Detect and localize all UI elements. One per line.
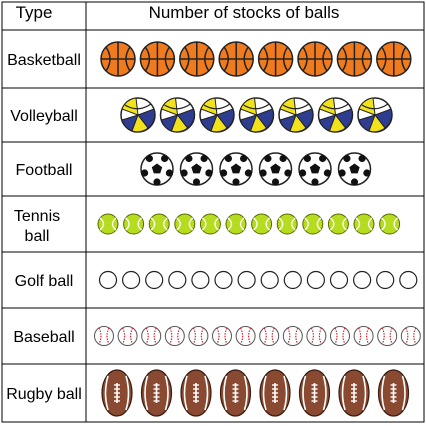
row-label: Baseball (13, 329, 74, 346)
rugby-ball-icon (180, 369, 212, 417)
baseball-icon (188, 326, 209, 346)
baseball-icon (400, 326, 421, 346)
tennis-ball-icon (276, 213, 298, 235)
row-label: Volleyball (10, 108, 78, 125)
baseball-icon (377, 326, 398, 346)
basketball-icon (336, 41, 373, 77)
baseball-icon (141, 326, 162, 346)
golf-ball-icon (98, 270, 118, 290)
tennis-ball-icon (327, 213, 349, 235)
rugby-ball-icon (298, 369, 331, 417)
football-icon (258, 152, 293, 186)
rugby-ball-icon (259, 369, 291, 417)
tennis-ball-icon (148, 213, 170, 235)
baseball-icon (282, 326, 303, 346)
volleyball-icon (238, 97, 275, 133)
table-row: Baseball (13, 326, 421, 346)
baseball-icon (259, 326, 280, 346)
golf-ball-icon (399, 270, 418, 290)
table-row: Rugby ball (6, 369, 410, 417)
volleyball-icon (199, 97, 235, 133)
baseball-icon (330, 326, 350, 346)
golf-ball-icon (237, 270, 256, 290)
basketball-icon (100, 41, 136, 77)
baseball-icon (353, 326, 374, 346)
baseball-icon (117, 326, 138, 346)
tennis-ball-icon (353, 213, 375, 235)
baseball-icon (212, 326, 232, 346)
basketball-icon (257, 41, 294, 77)
row-label: Rugby ball (6, 386, 82, 403)
baseball-icon (306, 326, 327, 346)
tennis-ball-icon (379, 213, 401, 235)
rugby-ball-icon (219, 369, 252, 417)
football-icon (219, 152, 253, 186)
golf-ball-icon (260, 270, 279, 290)
baseball-icon (94, 326, 114, 346)
tennis-ball-icon (97, 213, 119, 235)
rugby-ball-icon (140, 369, 173, 417)
volleyball-icon (278, 97, 314, 133)
row-label: Golf ball (15, 273, 74, 290)
row-label: Football (16, 162, 73, 179)
football-icon (140, 152, 174, 186)
tennis-ball-icon (251, 213, 273, 235)
basketball-icon (139, 41, 176, 77)
volleyball-icon (357, 97, 393, 133)
table-row: Volleyball (10, 97, 393, 133)
rugby-ball-icon (338, 369, 370, 417)
golf-ball-icon (329, 270, 349, 290)
golf-ball-icon (168, 270, 187, 290)
tennis-ball-icon (174, 213, 196, 235)
volleyball-icon (120, 97, 156, 133)
basketball-icon (218, 41, 254, 77)
golf-ball-icon (122, 270, 141, 290)
golf-ball-icon (306, 270, 325, 290)
volleyball-icon (159, 97, 196, 133)
golf-ball-icon (191, 270, 210, 290)
football-icon (179, 152, 214, 186)
header-type: Type (16, 3, 53, 22)
tennis-ball-icon (225, 213, 247, 235)
tennis-ball-icon (123, 213, 145, 235)
table-row: Basketball (7, 41, 412, 77)
header-count: Number of stocks of balls (149, 3, 340, 22)
basketball-icon (179, 41, 215, 77)
table-rows: Basketball Volleyball Football Tennis ball Go… (6, 41, 421, 417)
football-icon (298, 152, 332, 186)
tennis-ball-icon (199, 213, 221, 235)
football-icon (337, 152, 372, 186)
tennis-ball-icon (302, 213, 324, 235)
row-label: Basketball (7, 52, 81, 69)
table-row: Tennis ball (14, 208, 401, 245)
golf-ball-icon (283, 270, 302, 290)
golf-ball-icon (214, 270, 233, 290)
rugby-ball-icon (101, 369, 133, 417)
golf-ball-icon (376, 270, 395, 290)
basketball-icon (297, 41, 333, 77)
rugby-ball-icon (377, 369, 410, 417)
golf-ball-icon (353, 270, 372, 290)
volleyball-icon (317, 97, 354, 133)
row-label: Tennis ball (14, 208, 60, 245)
golf-ball-icon (145, 270, 164, 290)
baseball-icon (235, 326, 256, 346)
table-row: Football (16, 152, 372, 186)
baseball-icon (164, 326, 185, 346)
table-row: Golf ball (15, 270, 418, 290)
basketball-icon (376, 41, 412, 77)
